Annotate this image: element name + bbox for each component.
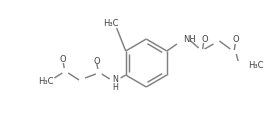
Text: O: O [60,56,66,64]
Text: O: O [93,57,100,65]
Text: H: H [113,83,119,92]
Text: H₃C: H₃C [103,19,119,27]
Text: NH: NH [183,35,196,45]
Text: O: O [233,35,239,45]
Text: N: N [113,76,119,84]
Text: H₃C: H₃C [248,61,264,71]
Text: H₃C: H₃C [38,76,53,86]
Text: O: O [201,34,208,44]
